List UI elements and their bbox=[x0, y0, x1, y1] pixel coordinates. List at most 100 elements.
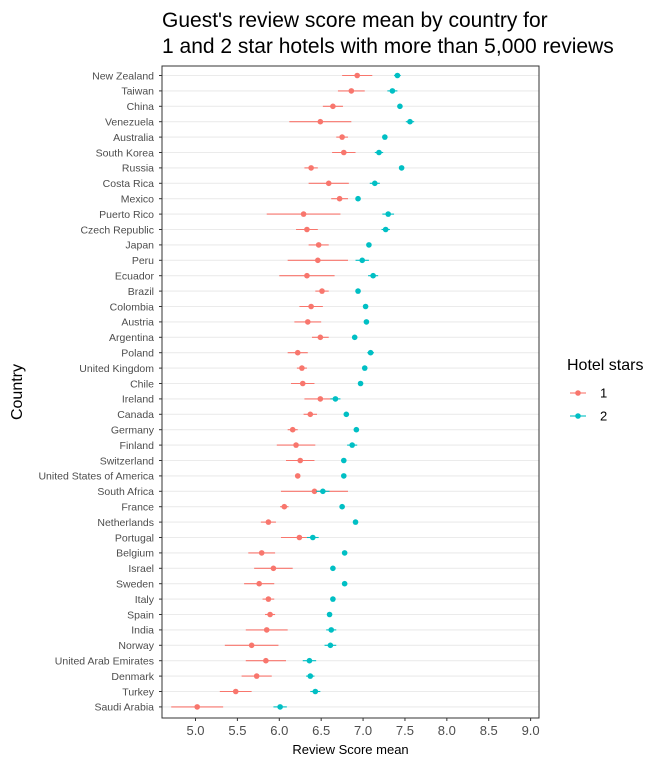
point-series-1 bbox=[258, 550, 265, 556]
y-tick-label: United Kingdom bbox=[79, 363, 154, 375]
point-series-1 bbox=[297, 457, 304, 464]
point-series-2 bbox=[353, 426, 360, 433]
y-tick-label: Portugal bbox=[115, 532, 154, 544]
x-tick-label: 8.0 bbox=[438, 723, 456, 738]
y-tick-label: Norway bbox=[118, 640, 154, 652]
y-tick-label: Italy bbox=[135, 594, 155, 606]
y-tick-label: Germany bbox=[111, 425, 155, 437]
point-series-1 bbox=[194, 704, 200, 710]
y-tick-label: South Korea bbox=[96, 147, 155, 159]
point-series-1 bbox=[330, 103, 336, 110]
y-tick-label: New Zealand bbox=[92, 70, 154, 82]
point-series-1 bbox=[281, 503, 288, 510]
y-tick-label: Russia bbox=[122, 163, 154, 175]
point-series-2 bbox=[359, 257, 366, 264]
chart-title-line-2: 1 and 2 star hotels with more than 5,000… bbox=[162, 35, 614, 58]
legend-item-2: 2 bbox=[570, 409, 607, 424]
point-series-1 bbox=[248, 642, 255, 649]
x-tick-label: 6.5 bbox=[312, 723, 330, 738]
x-tick-label: 7.0 bbox=[354, 723, 372, 738]
y-tick-label: Austria bbox=[121, 317, 154, 329]
point-series-1 bbox=[270, 565, 277, 572]
point-series-2 bbox=[382, 134, 388, 140]
y-tick-label: Saudi Arabia bbox=[94, 702, 154, 714]
x-tick-label: 7.5 bbox=[396, 723, 414, 738]
x-tick-label: 5.5 bbox=[228, 723, 246, 738]
y-tick-label: Denmark bbox=[111, 671, 154, 683]
point-series-1 bbox=[304, 319, 311, 325]
point-series-2 bbox=[352, 519, 359, 525]
point-series-2 bbox=[357, 380, 364, 387]
point-series-1 bbox=[348, 88, 355, 94]
point-series-2 bbox=[407, 118, 413, 125]
point-series-1 bbox=[265, 596, 272, 602]
point-series-2 bbox=[397, 103, 403, 110]
point-series-1 bbox=[319, 288, 325, 294]
y-tick-label: Venezuela bbox=[105, 117, 154, 129]
y-tick-label: India bbox=[131, 625, 154, 637]
point-series-1 bbox=[308, 165, 314, 171]
point-series-1 bbox=[265, 519, 272, 525]
y-tick-label: Netherlands bbox=[97, 517, 154, 529]
point-series-1 bbox=[263, 627, 270, 633]
y-tick-label: Argentina bbox=[109, 332, 154, 344]
axis-ticks: New Zealand Taiwan China Venezuela Australia… bbox=[38, 70, 539, 738]
legend-title: Hotel stars bbox=[567, 357, 643, 374]
point-series-2 bbox=[341, 580, 348, 587]
x-tick-label: 8.5 bbox=[480, 723, 498, 738]
point-series-1 bbox=[256, 580, 262, 587]
y-tick-label: Australia bbox=[113, 132, 154, 144]
point-series-1 bbox=[296, 534, 303, 541]
point-series-2 bbox=[330, 565, 336, 572]
point-series-1 bbox=[293, 442, 299, 448]
point-series-2 bbox=[355, 288, 361, 294]
y-tick-label: Turkey bbox=[122, 686, 154, 698]
point-series-2 bbox=[341, 550, 348, 556]
grid bbox=[162, 74, 539, 708]
point-series-1 bbox=[354, 72, 361, 79]
point-series-2 bbox=[340, 457, 347, 464]
legend-item-1: 1 bbox=[570, 386, 607, 401]
point-series-1 bbox=[304, 226, 310, 233]
chart-title-line-1: Guest's review score mean by country for bbox=[162, 9, 548, 32]
y-tick-label: Sweden bbox=[116, 579, 154, 591]
y-tick-label: Ireland bbox=[122, 394, 154, 406]
point-series-1 bbox=[294, 349, 301, 356]
point-series-2 bbox=[343, 411, 350, 418]
point-series-1 bbox=[267, 611, 273, 618]
y-tick-label: China bbox=[127, 101, 155, 113]
point-series-1 bbox=[317, 396, 324, 402]
legend-label: 2 bbox=[600, 409, 607, 424]
point-series-1 bbox=[307, 411, 314, 418]
point-series-2 bbox=[328, 627, 335, 633]
legend-key-point bbox=[575, 390, 581, 396]
point-series-1 bbox=[294, 473, 301, 479]
point-series-2 bbox=[355, 195, 361, 202]
y-tick-label: Switzerland bbox=[100, 455, 154, 467]
data-marks bbox=[171, 72, 415, 710]
y-tick-label: Puerto Rico bbox=[99, 209, 154, 221]
point-series-2 bbox=[376, 149, 382, 156]
point-series-2 bbox=[351, 334, 358, 341]
point-series-1 bbox=[253, 673, 260, 679]
point-series-2 bbox=[310, 534, 316, 541]
point-series-1 bbox=[299, 365, 305, 371]
point-series-1 bbox=[315, 242, 322, 248]
point-series-2 bbox=[332, 396, 339, 402]
y-tick-label: Ecuador bbox=[115, 271, 155, 283]
point-series-2 bbox=[349, 442, 355, 448]
point-series-1 bbox=[300, 211, 307, 217]
point-series-1 bbox=[339, 134, 345, 140]
y-tick-label: France bbox=[121, 502, 154, 514]
point-series-2 bbox=[327, 642, 334, 649]
point-series-2 bbox=[382, 226, 389, 233]
point-series-2 bbox=[367, 349, 374, 356]
point-series-2 bbox=[320, 488, 326, 495]
y-tick-label: Canada bbox=[117, 409, 154, 421]
point-series-1 bbox=[325, 180, 332, 187]
point-series-1 bbox=[311, 488, 318, 495]
y-tick-label: South Africa bbox=[97, 486, 154, 498]
point-series-2 bbox=[312, 688, 319, 695]
x-axis-title: Review Score mean bbox=[292, 742, 408, 757]
